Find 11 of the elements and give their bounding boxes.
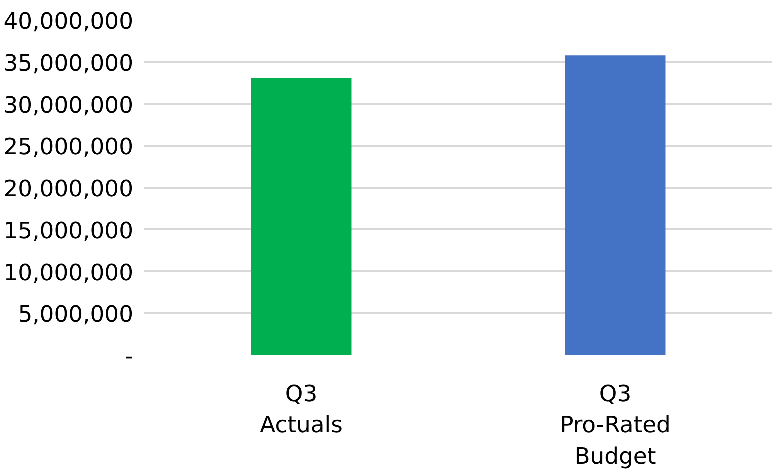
y-tick-label: 5,000,000: [18, 302, 134, 328]
x-tick-label: Q3 Pro-Rated Budget: [560, 382, 671, 470]
y-tick-label: 40,000,000: [4, 9, 134, 35]
x-tick-label: Q3 Actuals: [260, 382, 343, 439]
y-tick-label: -: [125, 344, 134, 370]
y-tick-label: 20,000,000: [4, 176, 134, 202]
y-tick-label: 25,000,000: [4, 134, 134, 161]
y-tick-label: 30,000,000: [4, 92, 134, 119]
y-tick-label: 35,000,000: [4, 50, 134, 77]
y-tick-label: 15,000,000: [4, 218, 134, 244]
y-tick-label: 10,000,000: [4, 260, 134, 286]
